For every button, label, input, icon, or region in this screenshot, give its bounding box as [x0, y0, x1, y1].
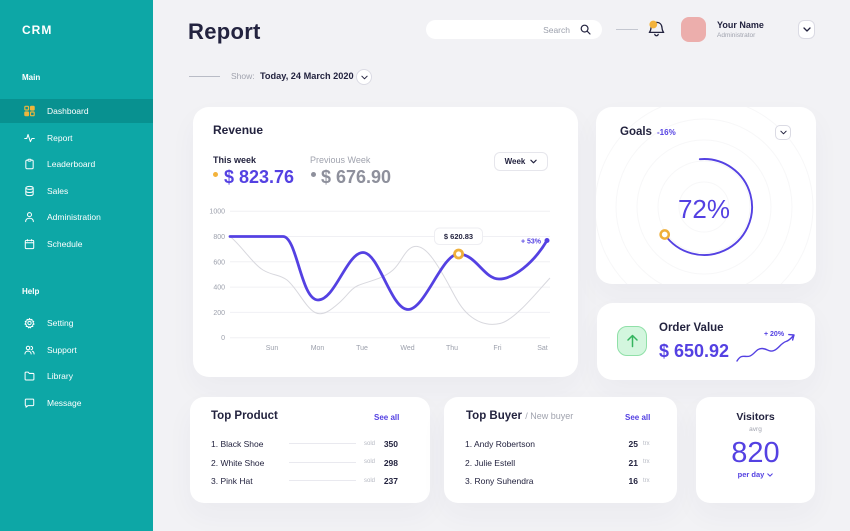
svg-text:600: 600 — [213, 259, 225, 266]
svg-text:Mon: Mon — [311, 345, 325, 352]
svg-text:Thu: Thu — [446, 345, 458, 352]
svg-text:Tue: Tue — [356, 345, 368, 352]
svg-text:0: 0 — [221, 335, 225, 342]
svg-text:Wed: Wed — [400, 345, 414, 352]
svg-text:+ 53%: + 53% — [521, 239, 542, 246]
svg-text:800: 800 — [213, 234, 225, 241]
svg-text:200: 200 — [213, 310, 225, 317]
svg-text:400: 400 — [213, 285, 225, 292]
svg-text:Sun: Sun — [266, 345, 279, 352]
svg-text:1000: 1000 — [209, 209, 225, 216]
svg-text:Fri: Fri — [493, 345, 502, 352]
svg-text:Sat: Sat — [537, 345, 548, 352]
svg-text:$ 620.83: $ 620.83 — [444, 232, 473, 241]
